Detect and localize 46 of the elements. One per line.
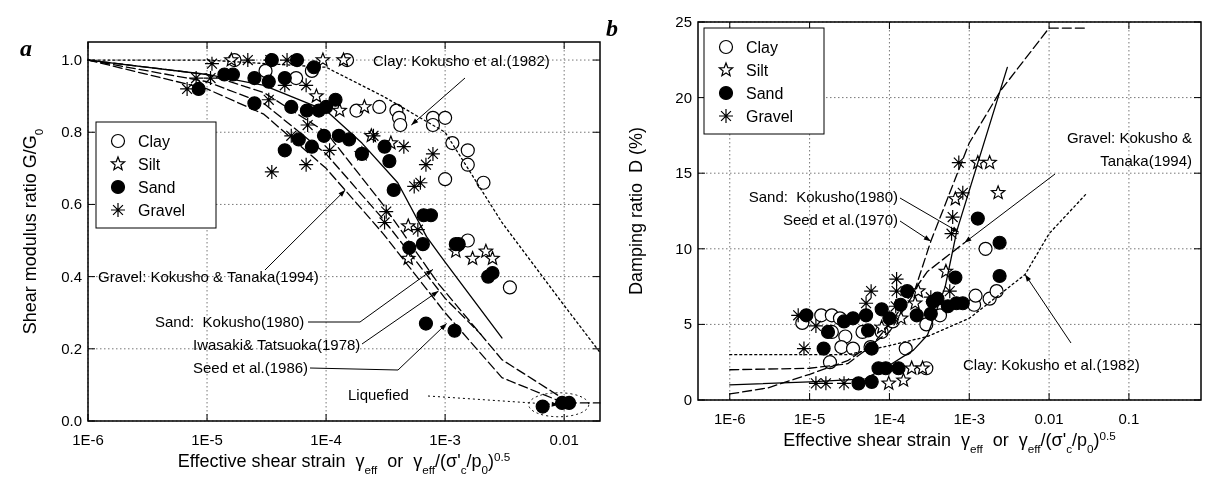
text: Effective shear strain γ$_{eff}$ or γ$_{eff}$/(σ'$_{c}$/p$_{0}$)$^{0.5}$ (177, 449, 511, 476)
text: Effective shear strain γ$_{eff}$ or γ$_{eff}$/(σ'$_{c}$/p$_{0}$)$^{0.5}$ (783, 428, 1116, 455)
y-tick-label: 15 (675, 164, 692, 182)
y-tick-label: 0.4 (61, 267, 82, 285)
annotation: Clay: Kokusho et al.(1982) (963, 356, 1140, 373)
x-tick-label: 1E-3 (429, 431, 461, 448)
annotation: Seed et al.(1986) (193, 359, 309, 376)
x-tick-label: 1E-5 (793, 410, 826, 427)
y-tick-label: 0.8 (61, 123, 82, 141)
annotation: Seed et al.(1970) (782, 211, 898, 228)
y-tick-label: 0.6 (61, 195, 82, 213)
legend-label: Gravel (746, 108, 794, 125)
y-tick-label: 5 (683, 315, 692, 333)
legend-label: Clay (746, 39, 779, 56)
annotation: Iwasaki& Tatsuoka(1978) (193, 336, 361, 353)
legend-label: Clay (138, 133, 171, 150)
x-tick-label: 1E-6 (713, 410, 746, 427)
y-tick-label: 10 (675, 239, 692, 257)
chart-title: a (20, 35, 32, 61)
y-tick-label: 0.0 (61, 412, 82, 429)
legend-label: Silt (746, 62, 769, 79)
legend-label: Sand (138, 179, 176, 196)
y-tick-label: 0.2 (61, 339, 82, 357)
y-axis-title: Damping ratio D (%) (626, 126, 646, 296)
x-tick-label: 1E-3 (953, 410, 986, 427)
legend-label: Gravel (138, 202, 186, 219)
x-tick-label: 1E-6 (72, 431, 104, 448)
legend-label: Silt (138, 156, 161, 173)
chart-title: b (606, 15, 618, 41)
x-tick-label: 0.1 (1118, 410, 1140, 427)
annotation: Gravel: Kokusho & Tanaka(1994) (98, 268, 319, 285)
annotation: Liquefied (348, 386, 409, 403)
y-tick-label: 1.0 (61, 51, 82, 69)
y-tick-label: 0 (683, 391, 692, 408)
y-tick-label: 20 (675, 88, 692, 106)
annotation: Clay: Kokusho et al.(1982) (373, 52, 550, 69)
x-tick-label: 1E-4 (310, 431, 342, 448)
annotation: Gravel: Kokusho & Tanaka(1994) (1066, 129, 1192, 169)
annotation: Sand: Kokusho(1980) (748, 188, 898, 205)
x-tick-label: 1E-5 (191, 431, 223, 448)
annotation: Sand: Kokusho(1980) (155, 313, 305, 330)
x-tick-label: 0.01 (1034, 410, 1064, 427)
x-tick-label: 0.01 (549, 431, 579, 448)
x-tick-label: 1E-4 (873, 410, 906, 427)
y-tick-label: 25 (675, 13, 692, 30)
legend-label: Sand (746, 85, 784, 102)
